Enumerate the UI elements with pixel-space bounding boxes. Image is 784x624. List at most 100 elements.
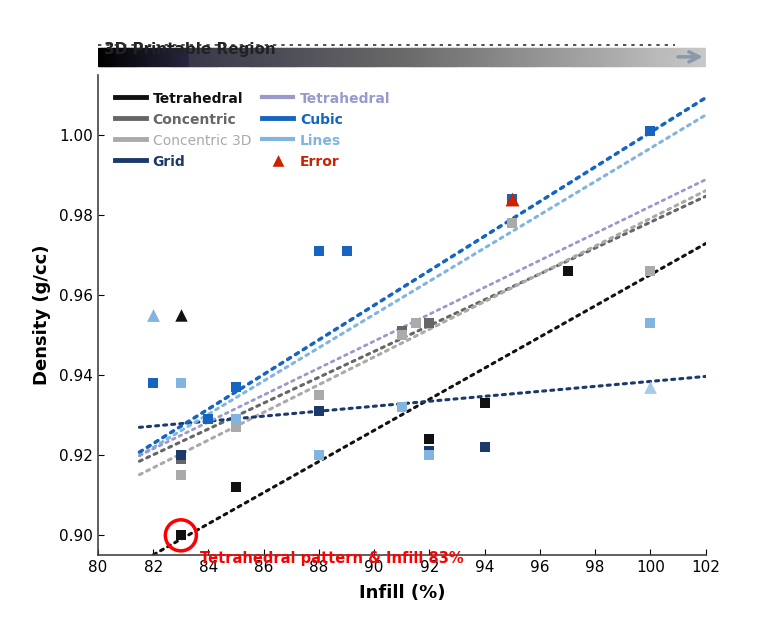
Point: [313, 246, 325, 256]
Bar: [98, 47, 102, 66]
Bar: [320, 47, 324, 66]
Point: [147, 310, 159, 320]
Bar: [445, 47, 448, 66]
Point: [506, 218, 518, 228]
Bar: [220, 47, 223, 66]
Bar: [268, 47, 272, 66]
Bar: [672, 47, 676, 66]
Bar: [505, 47, 509, 66]
Bar: [550, 47, 554, 66]
Y-axis label: Density (g/cc): Density (g/cc): [33, 245, 51, 386]
Bar: [296, 47, 299, 66]
Point: [230, 418, 242, 428]
Bar: [575, 47, 579, 66]
Bar: [584, 47, 588, 66]
Bar: [350, 47, 354, 66]
Point: [175, 530, 187, 540]
Bar: [332, 47, 336, 66]
Bar: [390, 47, 394, 66]
Point: [423, 451, 436, 461]
Bar: [119, 47, 123, 66]
Bar: [578, 47, 582, 66]
Bar: [654, 47, 658, 66]
Bar: [256, 47, 260, 66]
Bar: [372, 47, 375, 66]
Bar: [278, 47, 281, 66]
Point: [230, 382, 242, 392]
Point: [175, 530, 187, 540]
Bar: [132, 47, 135, 66]
Bar: [274, 47, 278, 66]
Bar: [618, 47, 621, 66]
Bar: [459, 47, 463, 66]
Bar: [165, 47, 169, 66]
Bar: [602, 47, 606, 66]
Bar: [502, 47, 506, 66]
Bar: [262, 47, 266, 66]
Point: [478, 398, 491, 408]
Bar: [517, 47, 521, 66]
Bar: [426, 47, 430, 66]
Bar: [493, 47, 496, 66]
Bar: [596, 47, 600, 66]
Bar: [663, 47, 666, 66]
Bar: [198, 47, 202, 66]
Bar: [542, 47, 545, 66]
Bar: [681, 47, 685, 66]
Bar: [101, 47, 105, 66]
Bar: [438, 47, 442, 66]
Bar: [669, 47, 673, 66]
Bar: [691, 47, 694, 66]
Bar: [250, 47, 253, 66]
Bar: [696, 47, 700, 66]
Point: [506, 194, 518, 204]
Point: [409, 318, 422, 328]
Bar: [626, 47, 630, 66]
Bar: [539, 47, 543, 66]
Bar: [399, 47, 402, 66]
Bar: [615, 47, 618, 66]
Bar: [341, 47, 345, 66]
Bar: [201, 47, 205, 66]
Bar: [566, 47, 569, 66]
X-axis label: Infill (%): Infill (%): [358, 583, 445, 602]
Point: [202, 414, 215, 424]
Bar: [104, 47, 107, 66]
Bar: [280, 47, 284, 66]
Bar: [547, 47, 551, 66]
Bar: [581, 47, 585, 66]
Bar: [383, 47, 387, 66]
Bar: [125, 47, 129, 66]
Text: 3D Printable Region: 3D Printable Region: [104, 42, 276, 57]
Bar: [210, 47, 214, 66]
Point: [644, 318, 657, 328]
Bar: [329, 47, 332, 66]
Bar: [569, 47, 572, 66]
Bar: [129, 47, 132, 66]
Point: [230, 422, 242, 432]
Bar: [608, 47, 612, 66]
Bar: [323, 47, 326, 66]
Bar: [529, 47, 533, 66]
Bar: [259, 47, 263, 66]
Bar: [472, 47, 475, 66]
Bar: [307, 47, 311, 66]
Bar: [396, 47, 399, 66]
Bar: [122, 47, 126, 66]
Point: [423, 318, 436, 328]
Point: [175, 530, 187, 540]
Bar: [365, 47, 369, 66]
Bar: [408, 47, 412, 66]
Bar: [177, 47, 180, 66]
Bar: [612, 47, 615, 66]
Bar: [234, 47, 238, 66]
Bar: [587, 47, 591, 66]
Bar: [143, 47, 147, 66]
Bar: [450, 47, 454, 66]
Bar: [463, 47, 466, 66]
Bar: [621, 47, 624, 66]
Bar: [545, 47, 548, 66]
Bar: [484, 47, 488, 66]
Bar: [171, 47, 175, 66]
Bar: [481, 47, 485, 66]
